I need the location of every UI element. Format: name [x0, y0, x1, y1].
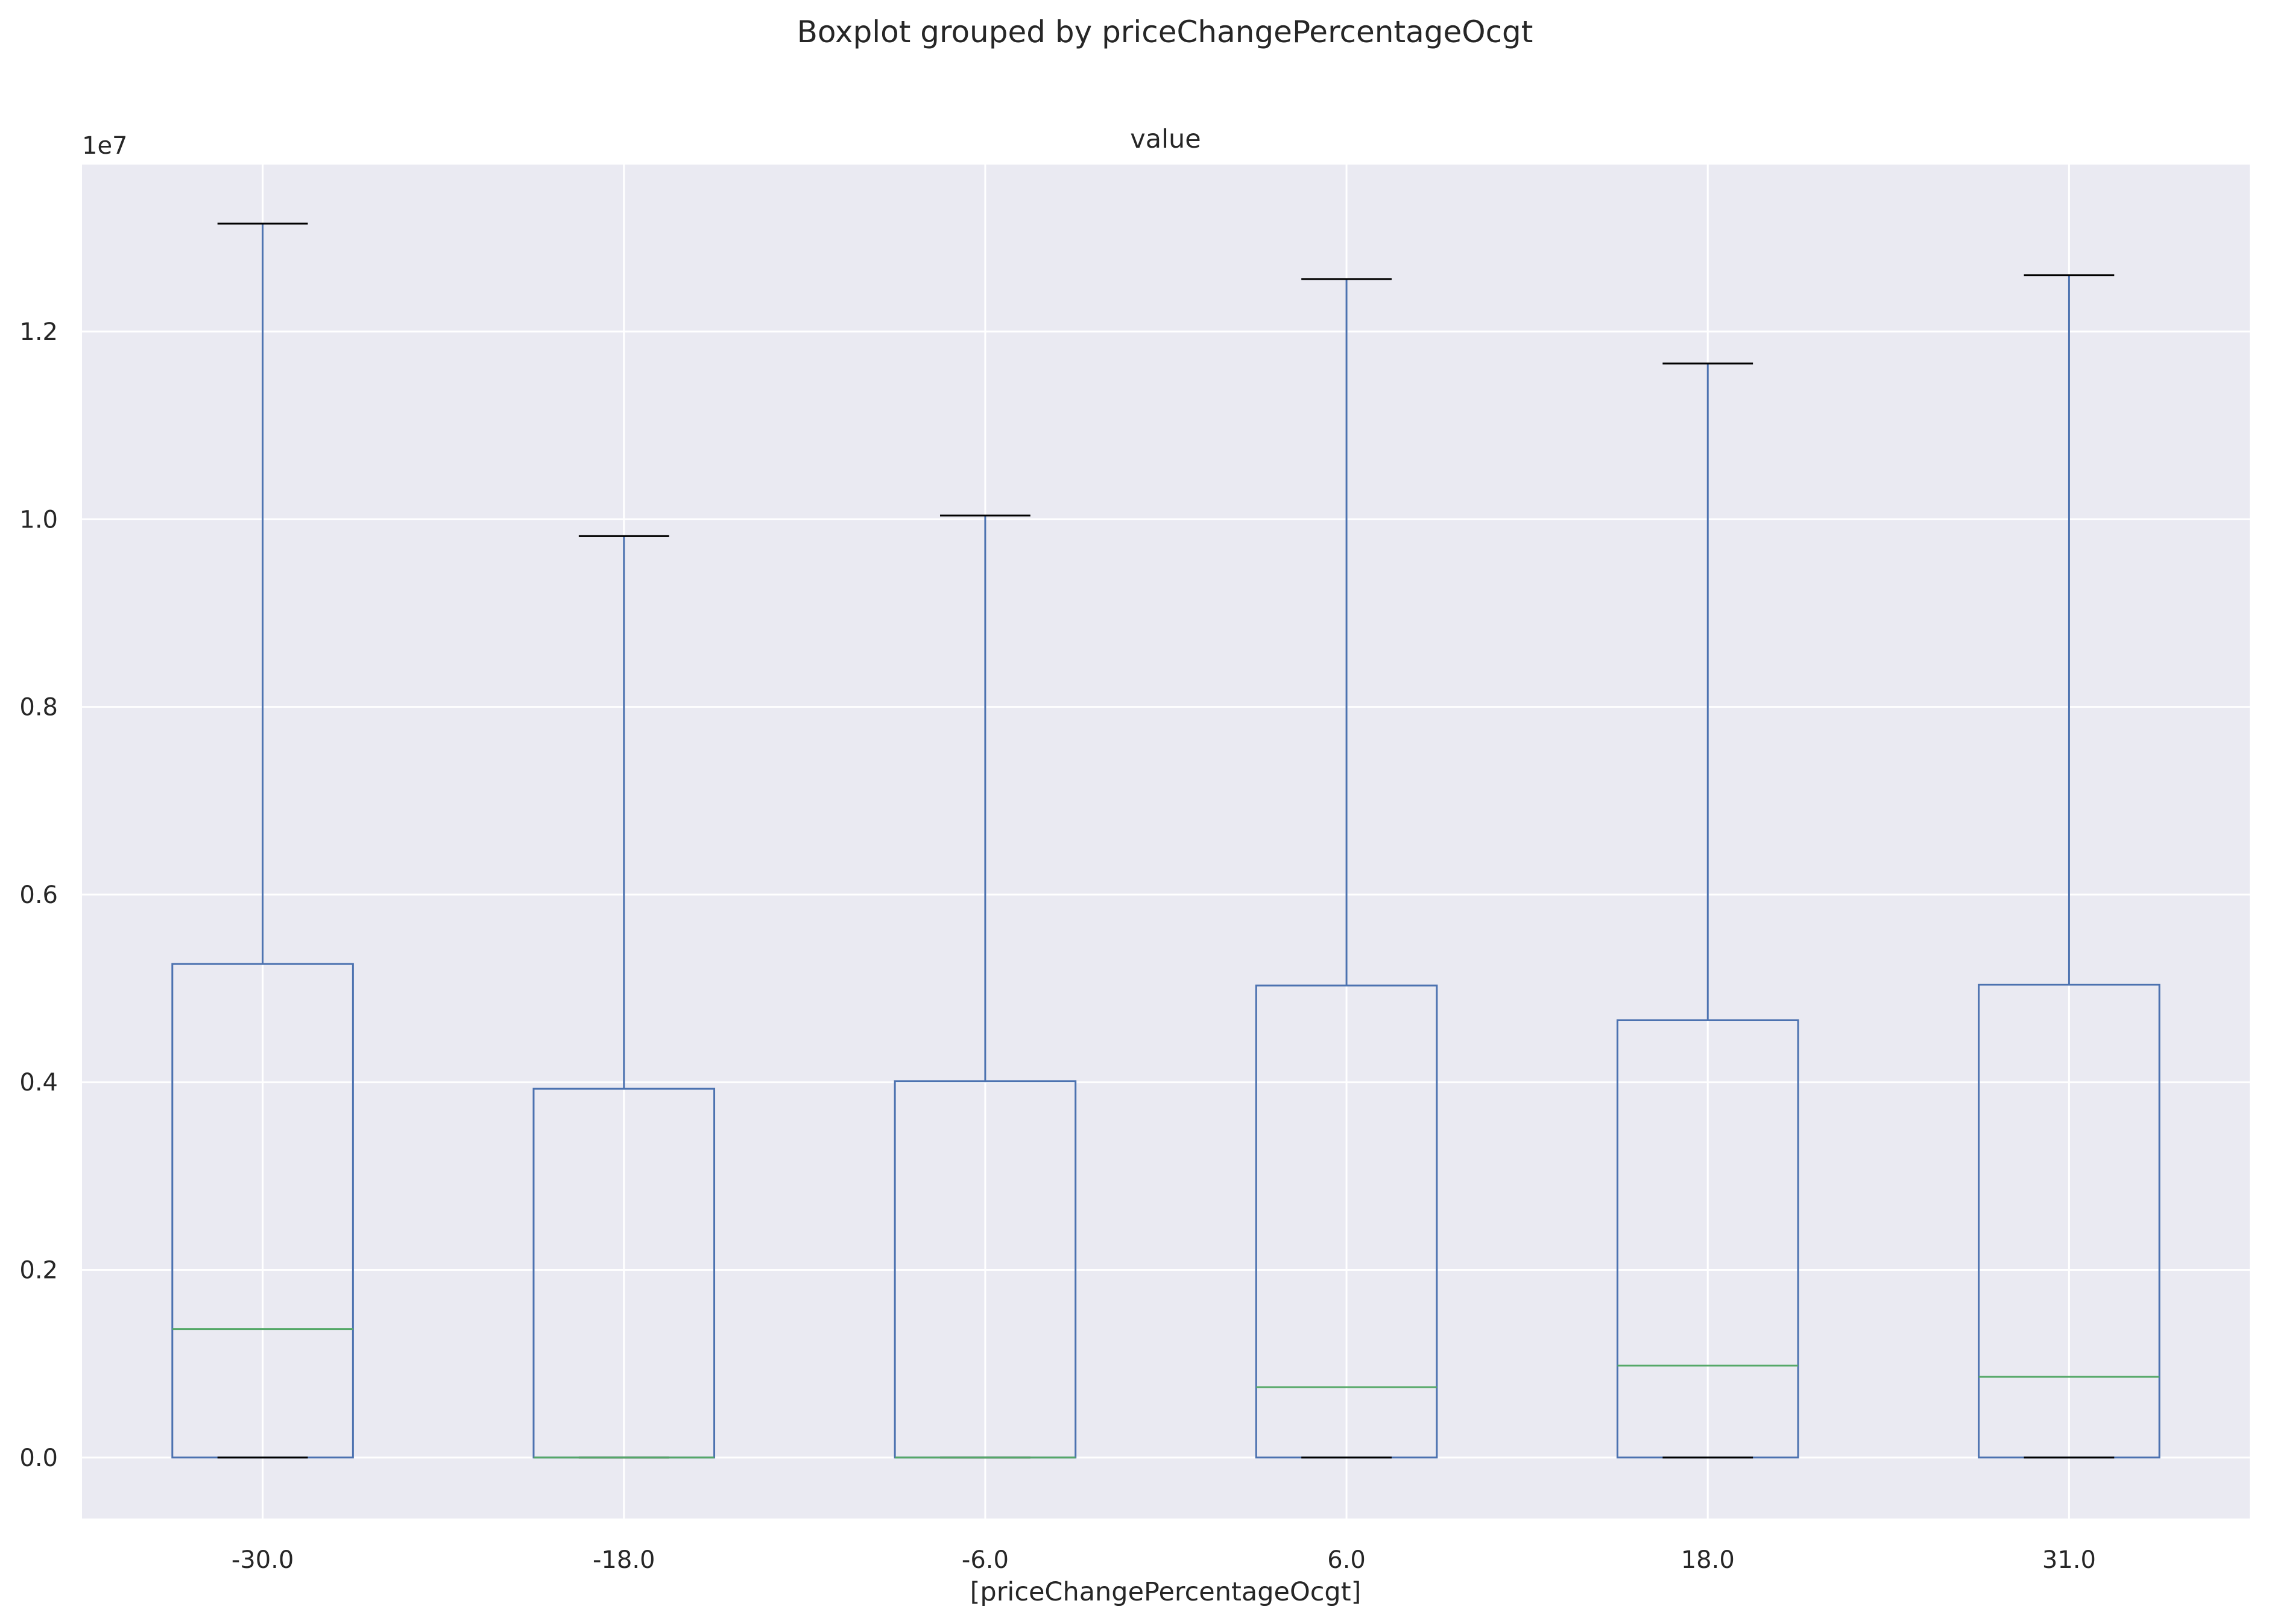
x-tick-label: -6.0	[962, 1546, 1009, 1574]
x-tick-label: -18.0	[593, 1546, 655, 1574]
x-tick-label: 6.0	[1327, 1546, 1366, 1574]
y-tick-label: 0.8	[19, 694, 58, 722]
y-tick-label: 0.6	[19, 881, 58, 909]
boxes-layer	[171, 222, 2160, 1459]
y-tick-label: 1.2	[19, 318, 58, 346]
box-group	[1255, 278, 1438, 1459]
plot-area	[82, 165, 2250, 1519]
y-tick-label: 1.0	[19, 506, 58, 533]
x-tick-label: 31.0	[2042, 1546, 2096, 1574]
box-group	[1978, 274, 2160, 1459]
box-group	[171, 222, 354, 1459]
box-group	[1616, 362, 1799, 1459]
x-tick-label: 18.0	[1681, 1546, 1735, 1574]
x-axis-label: [priceChangePercentageOcgt]	[970, 1577, 1362, 1607]
y-tick-labels: 0.0 0.2 0.4 0.6 0.8 1.0 1.2	[19, 318, 58, 1472]
box-group	[894, 514, 1077, 1459]
y-tick-label: 0.2	[19, 1257, 58, 1285]
subplot-title: value	[1130, 124, 1201, 154]
chart-title: Boxplot grouped by priceChangePercentage…	[797, 14, 1533, 49]
y-tick-label: 0.0	[19, 1444, 58, 1472]
x-tick-labels: -30.0 -18.0 -6.0 6.0 18.0 31.0	[232, 1546, 2096, 1574]
y-tick-label: 0.4	[19, 1069, 58, 1097]
x-tick-label: -30.0	[232, 1546, 294, 1574]
y-offset-label: 1e7	[82, 132, 128, 160]
box-group	[532, 535, 716, 1459]
